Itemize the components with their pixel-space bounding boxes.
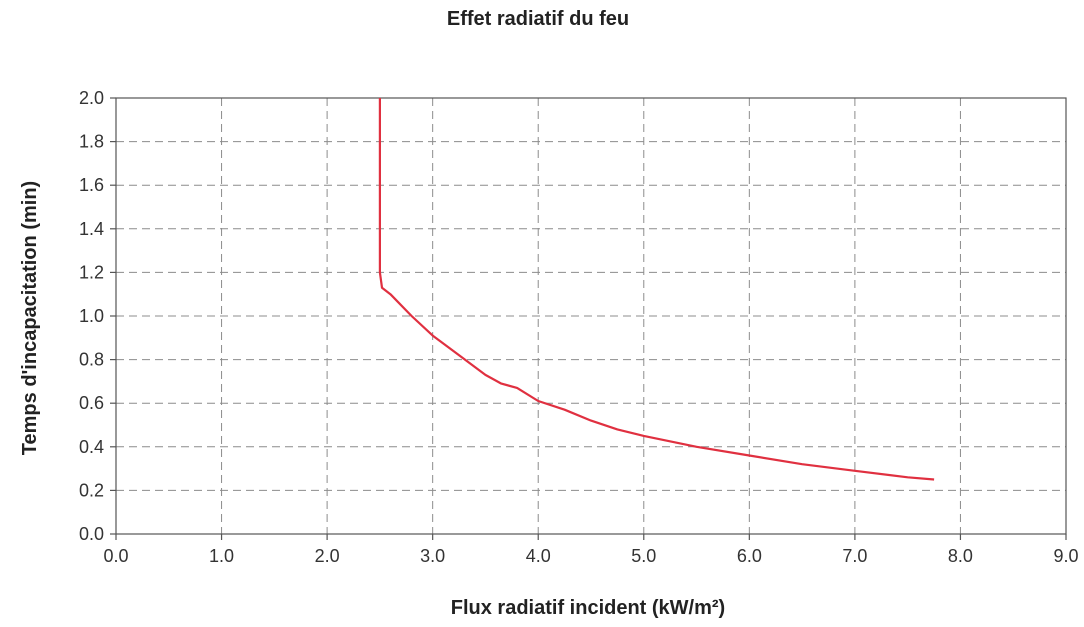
y-tick-label: 0.4: [79, 437, 104, 457]
y-tick-label: 0.0: [79, 524, 104, 544]
y-tick-label: 0.2: [79, 480, 104, 500]
x-tick-label: 8.0: [948, 546, 973, 566]
y-tick-label: 1.8: [79, 132, 104, 152]
y-tick-label: 1.4: [79, 219, 104, 239]
x-tick-label: 6.0: [737, 546, 762, 566]
x-tick-label: 3.0: [420, 546, 445, 566]
x-tick-label: 2.0: [315, 546, 340, 566]
x-tick-label: 4.0: [526, 546, 551, 566]
series-layer: [378, 98, 935, 481]
y-tick-label: 0.8: [79, 350, 104, 370]
x-tick-label: 7.0: [842, 546, 867, 566]
y-axis-label: Temps d'incapacitation (min): [19, 181, 41, 455]
grid-lines: [116, 98, 1066, 534]
x-tick-label: 5.0: [631, 546, 656, 566]
series-line: [378, 98, 935, 481]
chart-title: Effet radiatif du feu: [447, 8, 629, 30]
y-tick-label: 1.6: [79, 175, 104, 195]
y-axis-ticks: 0.0 0.2 0.4 0.6 0.8 1.0 1.2 1.4 1.6 1.8 2.0: [79, 88, 116, 544]
y-tick-label: 2.0: [79, 88, 104, 108]
x-tick-label: 1.0: [209, 546, 234, 566]
x-tick-label: 0.0: [103, 546, 128, 566]
x-tick-label: 9.0: [1053, 546, 1078, 566]
y-tick-label: 1.0: [79, 306, 104, 326]
y-tick-label: 0.6: [79, 393, 104, 413]
y-tick-label: 1.2: [79, 262, 104, 282]
x-axis-label: Flux radiatif incident (kW/m²): [451, 597, 725, 619]
x-axis-ticks: 0.0 1.0 2.0 3.0 4.0 5.0 6.0 7.0 8.0 9.0: [103, 534, 1079, 566]
